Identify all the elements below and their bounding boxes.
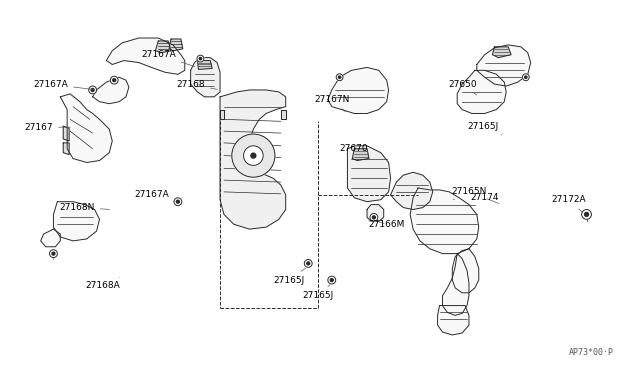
Polygon shape	[410, 188, 479, 254]
Polygon shape	[390, 172, 433, 209]
Polygon shape	[41, 229, 60, 247]
Polygon shape	[156, 41, 171, 53]
Text: 27165N: 27165N	[451, 187, 486, 200]
Circle shape	[522, 74, 529, 81]
Polygon shape	[328, 67, 388, 113]
Circle shape	[370, 214, 378, 221]
Circle shape	[177, 200, 179, 203]
Circle shape	[525, 76, 527, 78]
Text: 27165J: 27165J	[467, 122, 502, 135]
Polygon shape	[367, 205, 384, 221]
Circle shape	[49, 250, 58, 257]
Circle shape	[372, 216, 376, 219]
Polygon shape	[93, 77, 129, 104]
Polygon shape	[54, 202, 99, 241]
Text: 27650: 27650	[449, 80, 477, 95]
Polygon shape	[457, 70, 506, 113]
Text: 27168: 27168	[177, 80, 218, 89]
Text: 27172A: 27172A	[552, 195, 586, 212]
Polygon shape	[442, 254, 469, 315]
Polygon shape	[106, 38, 185, 74]
Polygon shape	[493, 47, 511, 58]
Circle shape	[197, 55, 204, 62]
Circle shape	[199, 57, 202, 60]
Circle shape	[91, 89, 94, 92]
Circle shape	[113, 79, 116, 81]
Polygon shape	[169, 39, 183, 51]
Circle shape	[251, 153, 256, 158]
Polygon shape	[452, 249, 479, 293]
Circle shape	[339, 76, 340, 78]
Text: 27670: 27670	[339, 144, 369, 158]
Polygon shape	[348, 146, 390, 202]
Polygon shape	[63, 126, 69, 141]
Circle shape	[110, 76, 118, 84]
Circle shape	[336, 74, 343, 81]
Polygon shape	[220, 110, 224, 119]
Circle shape	[328, 276, 336, 284]
Circle shape	[232, 134, 275, 177]
Text: AP73*00·P: AP73*00·P	[569, 347, 614, 356]
Polygon shape	[477, 45, 531, 86]
Circle shape	[304, 260, 312, 267]
Text: 27167N: 27167N	[314, 95, 349, 112]
Polygon shape	[60, 94, 112, 163]
Polygon shape	[281, 110, 285, 119]
Text: 27167A: 27167A	[141, 50, 195, 67]
Text: 27167A: 27167A	[134, 190, 175, 202]
Circle shape	[584, 212, 589, 217]
Text: 27165J: 27165J	[303, 285, 333, 300]
Circle shape	[307, 262, 310, 265]
Circle shape	[244, 146, 263, 166]
Text: 27174: 27174	[470, 193, 499, 203]
Polygon shape	[438, 305, 469, 335]
Polygon shape	[63, 143, 69, 155]
Text: 27167A: 27167A	[33, 80, 94, 90]
Circle shape	[174, 198, 182, 206]
Polygon shape	[220, 90, 285, 229]
Polygon shape	[191, 58, 220, 97]
Text: 27165J: 27165J	[273, 268, 306, 285]
Circle shape	[89, 86, 97, 94]
Text: 27168A: 27168A	[85, 278, 120, 291]
Circle shape	[52, 252, 55, 255]
Text: 27168N: 27168N	[60, 203, 109, 212]
Text: 27167: 27167	[24, 123, 70, 132]
Circle shape	[330, 279, 333, 282]
Polygon shape	[353, 149, 369, 161]
Circle shape	[582, 209, 591, 219]
Polygon shape	[198, 61, 212, 70]
Text: 27166M: 27166M	[369, 220, 405, 229]
